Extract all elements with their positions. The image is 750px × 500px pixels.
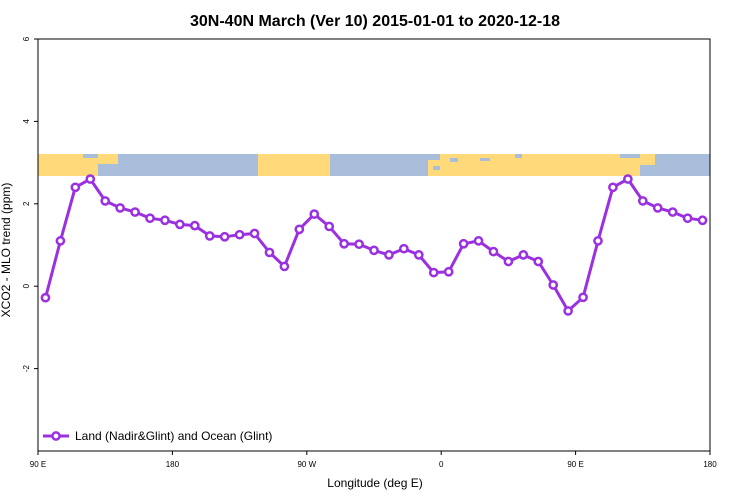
data-point xyxy=(608,182,618,193)
data-point xyxy=(637,196,648,206)
ocean-inlet xyxy=(450,158,458,162)
data-point xyxy=(697,215,708,226)
data-point xyxy=(458,238,469,249)
land-mass xyxy=(262,170,270,176)
data-point xyxy=(145,213,155,224)
land-mass xyxy=(440,154,520,176)
data-point xyxy=(428,267,439,278)
data-point xyxy=(70,182,81,193)
x-axis: 90 E 180 90 W 0 90 E 180 xyxy=(30,451,717,469)
x-tick-label: 90 W xyxy=(297,460,316,469)
land-masses xyxy=(38,154,655,176)
y-tick-label: -2 xyxy=(22,364,31,372)
data-point xyxy=(249,228,260,239)
data-point xyxy=(488,246,499,257)
y-tick-label: 4 xyxy=(22,119,31,124)
data-point xyxy=(413,250,424,260)
data-point xyxy=(473,236,484,246)
data-point xyxy=(593,236,603,246)
x-tick-label: 0 xyxy=(439,460,444,469)
x-tick-label: 180 xyxy=(166,460,180,469)
series-line xyxy=(44,177,703,313)
ocean-inlet xyxy=(480,158,490,161)
y-tick-label: 6 xyxy=(22,36,31,41)
data-point xyxy=(384,250,394,260)
data-point xyxy=(578,292,588,303)
land-mass xyxy=(38,154,83,176)
x-tick-label: 90 E xyxy=(567,460,583,469)
data-point xyxy=(175,219,185,230)
ocean-inlet xyxy=(515,154,522,158)
x-axis-label: Longitude (deg E) xyxy=(327,476,422,490)
plot-frame xyxy=(37,38,711,452)
y-tick-label: 2 xyxy=(22,201,31,206)
data-point xyxy=(309,209,320,219)
land-mass xyxy=(620,158,640,176)
y-tick-label: 0 xyxy=(22,283,31,288)
data-point xyxy=(503,256,514,267)
ocean-inlet xyxy=(433,166,440,170)
land-mass xyxy=(520,154,620,176)
legend-marker xyxy=(51,431,61,441)
data-point xyxy=(264,247,275,258)
data-point xyxy=(548,280,559,290)
land-mass xyxy=(258,154,330,176)
land-ocean-band xyxy=(38,154,710,176)
data-point xyxy=(369,245,379,256)
data-point xyxy=(339,238,349,249)
y-axis: -2 0 2 4 6 xyxy=(22,36,38,372)
y-axis-label: XCO2 - MLO trend (ppm) xyxy=(0,183,13,318)
data-point xyxy=(682,213,693,224)
data-point xyxy=(234,229,245,240)
data-point xyxy=(563,306,573,316)
chart-title: 30N-40N March (Ver 10) 2015-01-01 to 202… xyxy=(190,13,560,30)
data-point xyxy=(40,292,51,303)
x-tick-label: 180 xyxy=(703,460,717,469)
series-layer xyxy=(40,174,708,316)
data-point xyxy=(518,250,529,260)
data-point xyxy=(533,256,544,267)
data-point xyxy=(652,203,663,213)
data-point xyxy=(55,236,66,246)
data-point xyxy=(115,203,125,213)
data-point xyxy=(189,220,200,231)
data-point xyxy=(204,231,215,241)
land-mass xyxy=(83,158,98,176)
data-point xyxy=(85,174,96,184)
data-point xyxy=(160,215,170,226)
data-point xyxy=(667,207,678,217)
data-point xyxy=(100,196,111,206)
x-tick-label: 90 E xyxy=(30,460,46,469)
legend-label: Land (Nadir&Glint) and Ocean (Glint) xyxy=(75,429,272,443)
data-point xyxy=(294,224,305,235)
land-mass xyxy=(98,154,118,164)
data-point xyxy=(354,239,364,250)
legend: Land (Nadir&Glint) and Ocean (Glint) xyxy=(43,429,272,443)
land-mass xyxy=(640,154,655,165)
data-point xyxy=(399,243,409,254)
data-point xyxy=(443,266,454,277)
data-point xyxy=(324,221,335,232)
data-point xyxy=(219,231,230,242)
data-point xyxy=(623,174,633,184)
data-point xyxy=(279,261,290,272)
data-point xyxy=(130,207,140,217)
